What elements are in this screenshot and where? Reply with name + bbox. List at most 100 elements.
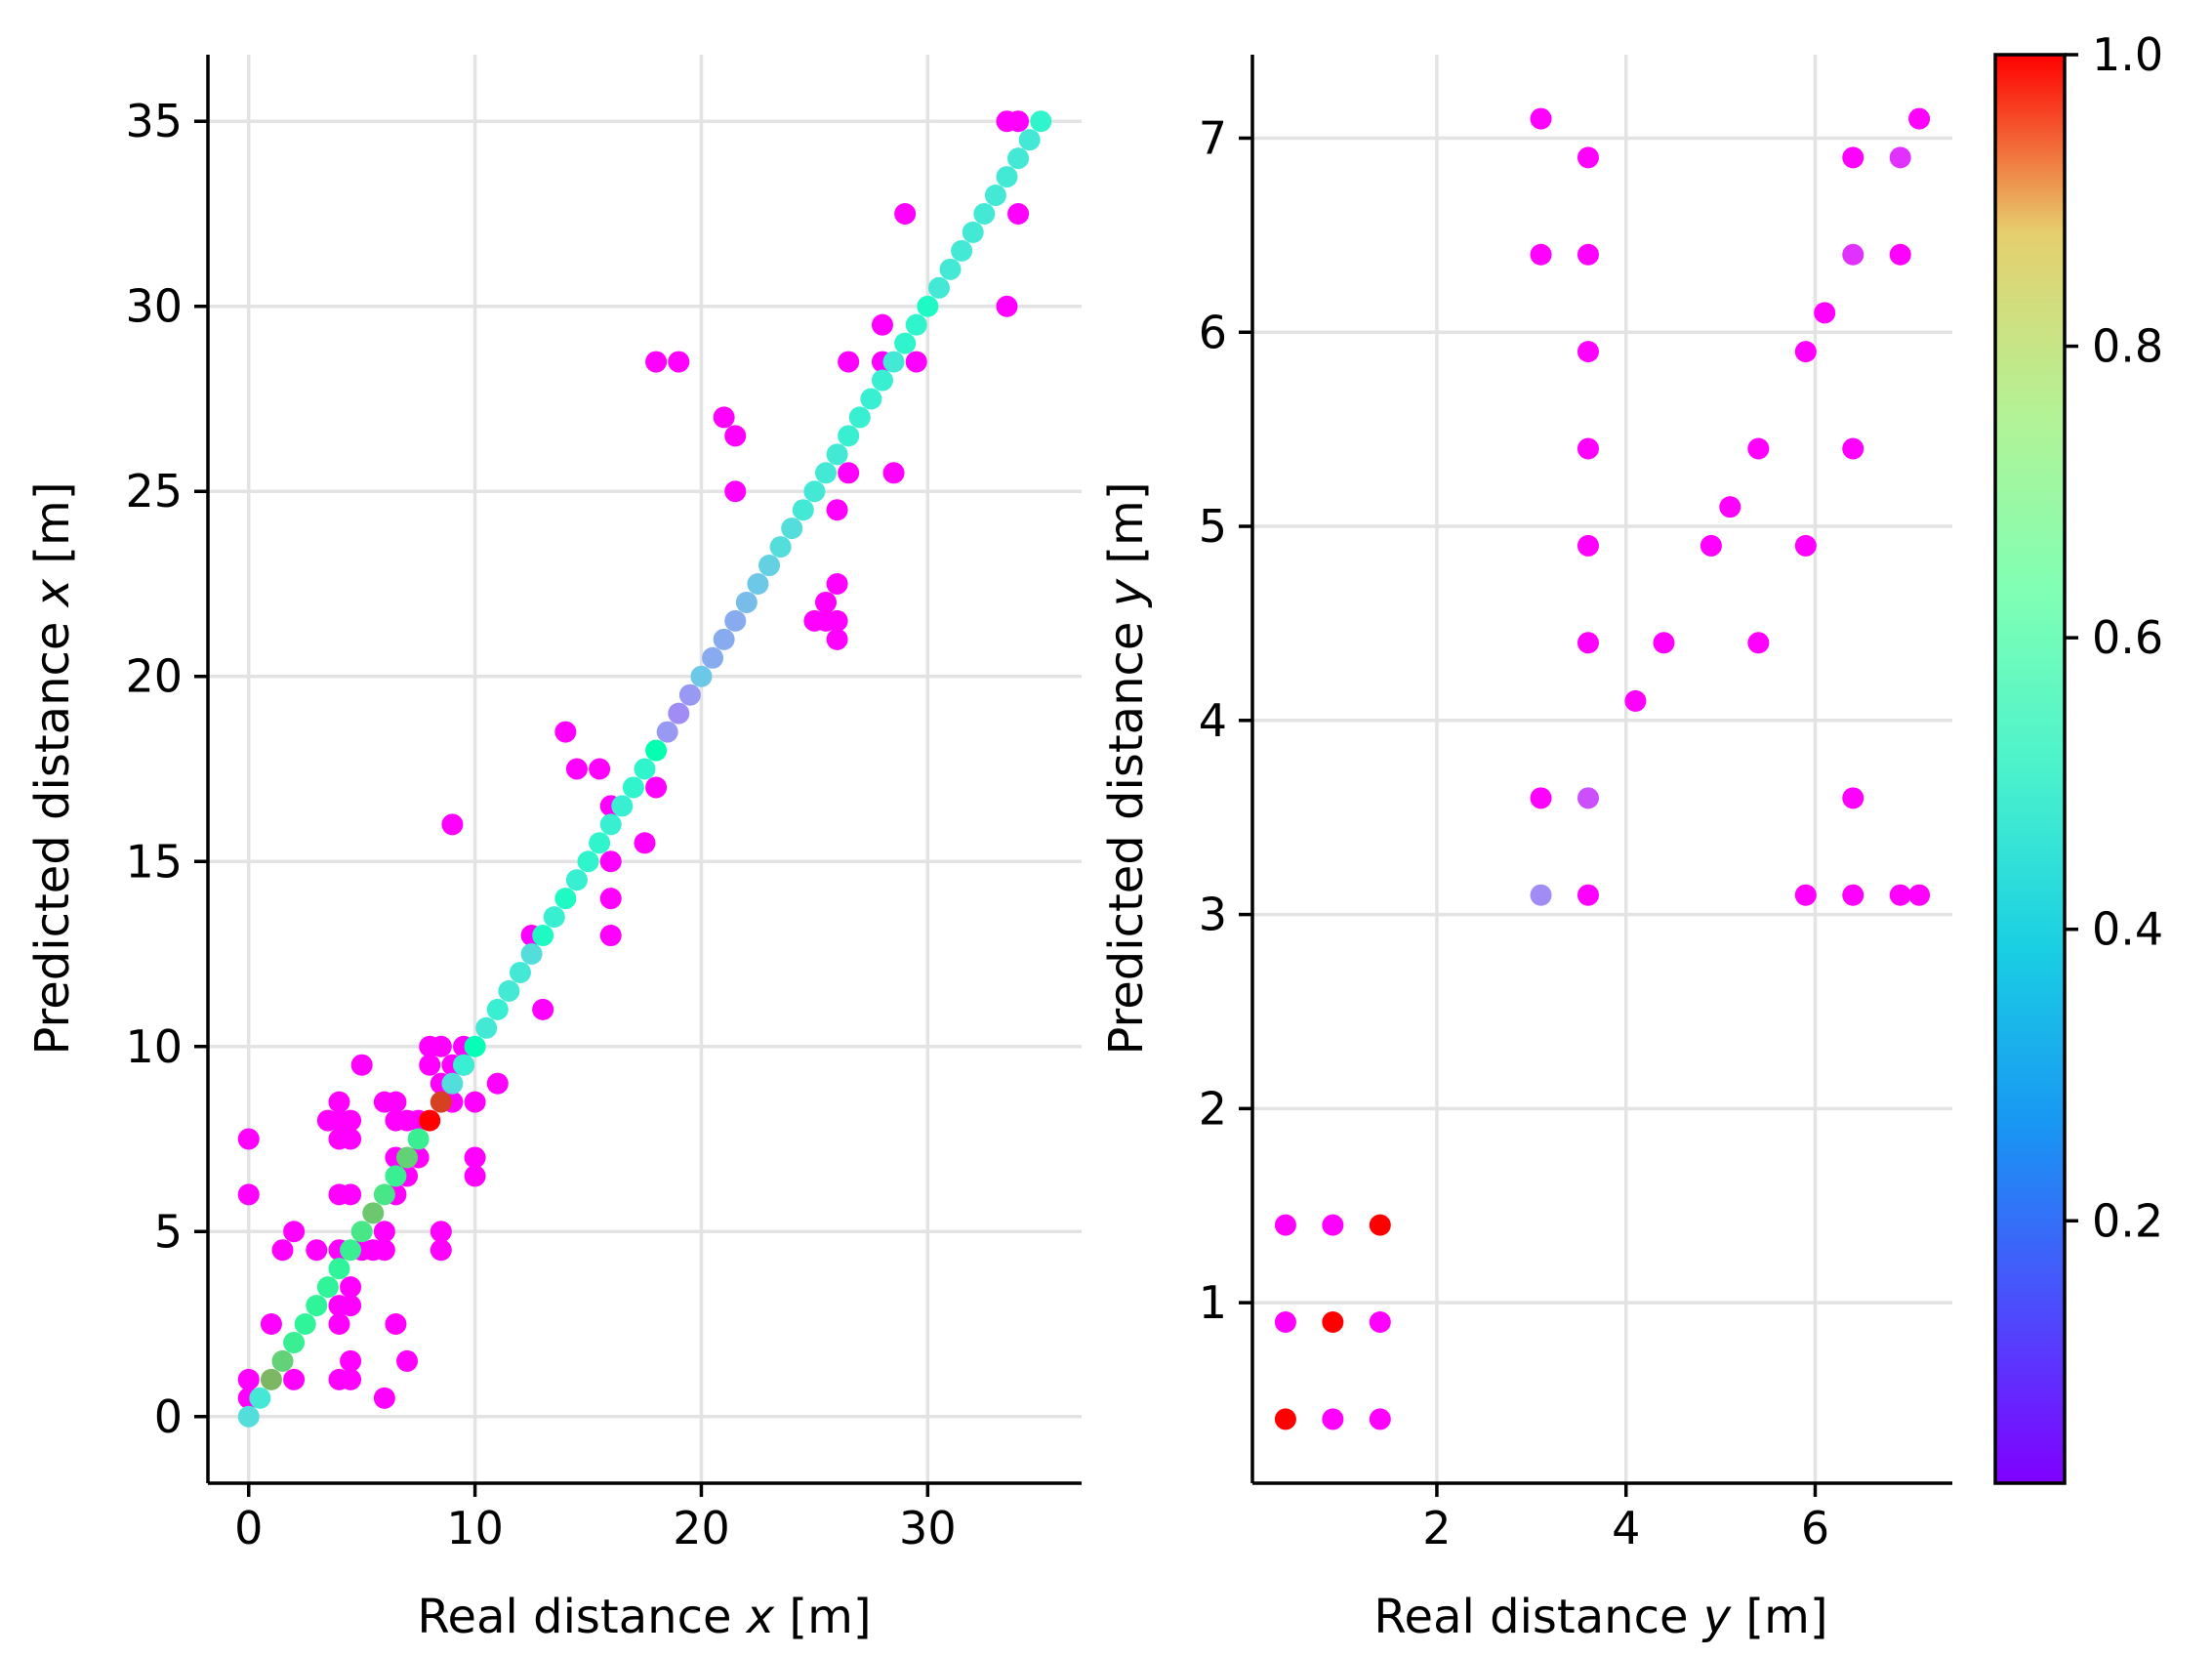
left-data-point [905,313,927,336]
left-data-point [589,832,611,854]
left-y-tick-label: 25 [125,465,183,518]
left-data-point [927,276,950,299]
left-data-point [622,776,644,799]
left-data-point [419,1054,441,1076]
left-data-point [340,1183,362,1206]
left-x-tick-label: 0 [234,1502,263,1554]
left-data-point [690,665,713,687]
right-y-axis-label: Predicted distance y [m] [1099,481,1154,1055]
left-data-point [939,258,962,280]
left-data-point [599,888,622,910]
right-grid [1252,55,1952,1483]
right-points [1274,107,1931,1430]
left-data-point [486,1072,509,1095]
right-data-point [1747,437,1770,460]
right-ticks: 2 4 6 1 2 3 4 5 6 7 [1199,111,1829,1554]
right-data-point [1530,884,1552,906]
right-data-point [1889,146,1911,169]
left-data-point [781,518,803,540]
right-x-axis-label: Real distance y [m] [1373,1590,1827,1644]
right-data-point [1530,107,1552,130]
left-data-point [838,462,860,484]
left-data-point [894,332,917,354]
left-data-point [803,480,826,503]
right-data-point [1577,437,1599,460]
left-y-tick-label: 20 [125,650,183,703]
right-data-point [1842,437,1864,460]
left-y-tick-label: 0 [154,1390,183,1443]
left-data-point [984,185,1006,207]
left-data-point [747,572,769,595]
left-y-axis-label: Predicted distance x [m] [25,481,80,1055]
right-data-point [1274,1408,1296,1430]
left-data-point [645,739,668,762]
right-x-tick-label: 4 [1612,1502,1640,1554]
right-data-point [1653,632,1675,654]
left-data-point [577,850,599,873]
left-data-point [1007,147,1030,170]
left-data-point [871,369,893,392]
right-data-point [1322,1214,1344,1236]
right-x-tick-label: 2 [1422,1502,1451,1554]
right-data-point [1842,787,1864,809]
left-data-point [362,1202,385,1224]
left-data-point [340,1295,362,1317]
left-data-point [554,721,577,743]
left-data-point [996,166,1018,188]
colorbar-tick-label: 0.8 [2092,320,2163,373]
left-data-point [882,462,905,484]
left-data-point [826,572,848,595]
left-data-point [634,832,656,854]
left-data-point [373,1183,395,1206]
left-data-point [645,776,668,799]
left-data-point [1018,129,1041,151]
left-data-point [848,406,871,429]
left-data-point [532,925,554,947]
left-data-point [328,1258,350,1280]
left-data-point [769,536,792,559]
left-data-point [340,1239,362,1262]
left-y-tick-label: 15 [125,835,183,888]
right-data-point [1814,302,1836,324]
right-scatter-panel: 2 4 6 1 2 3 4 5 6 7 Real distance y [m] Predicted… [1099,55,1952,1644]
left-data-point [996,295,1018,317]
right-data-point [1322,1408,1344,1430]
left-data-point [385,1091,407,1113]
left-data-point [871,313,893,336]
left-data-point [565,869,588,891]
left-x-axis-label: Real distance x [m] [417,1590,871,1644]
right-data-point [1274,1214,1296,1236]
left-data-point [894,202,917,225]
colorbar-tick-label: 0.6 [2092,611,2163,664]
left-data-point [441,813,464,836]
right-data-point [1624,689,1647,712]
left-data-point [453,1054,475,1076]
right-data-point [1369,1311,1391,1334]
left-data-point [373,1239,395,1262]
left-data-point [249,1387,271,1409]
left-points [237,110,1052,1428]
right-data-point [1700,534,1722,557]
right-x-tick-label: 6 [1801,1502,1829,1554]
left-data-point [735,591,758,613]
right-data-point [1747,632,1770,654]
left-data-point [328,1091,350,1113]
left-data-point [237,1183,260,1206]
left-data-point [905,351,927,373]
left-data-point [678,684,701,706]
left-data-point [464,1165,486,1187]
left-data-point [917,295,939,317]
left-data-point [656,721,678,743]
left-x-tick-label: 10 [446,1502,504,1554]
left-data-point [283,1221,306,1243]
right-data-point [1369,1214,1391,1236]
left-data-point [407,1128,430,1150]
left-data-point [430,1091,452,1113]
colorbar-ticks: 0.2 0.4 0.6 0.8 1.0 [2065,28,2163,1247]
left-data-point [589,758,611,780]
right-data-point [1719,496,1741,518]
left-data-point [1007,202,1030,225]
left-data-point [283,1331,306,1353]
left-data-point [599,925,622,947]
right-data-point [1889,243,1911,266]
